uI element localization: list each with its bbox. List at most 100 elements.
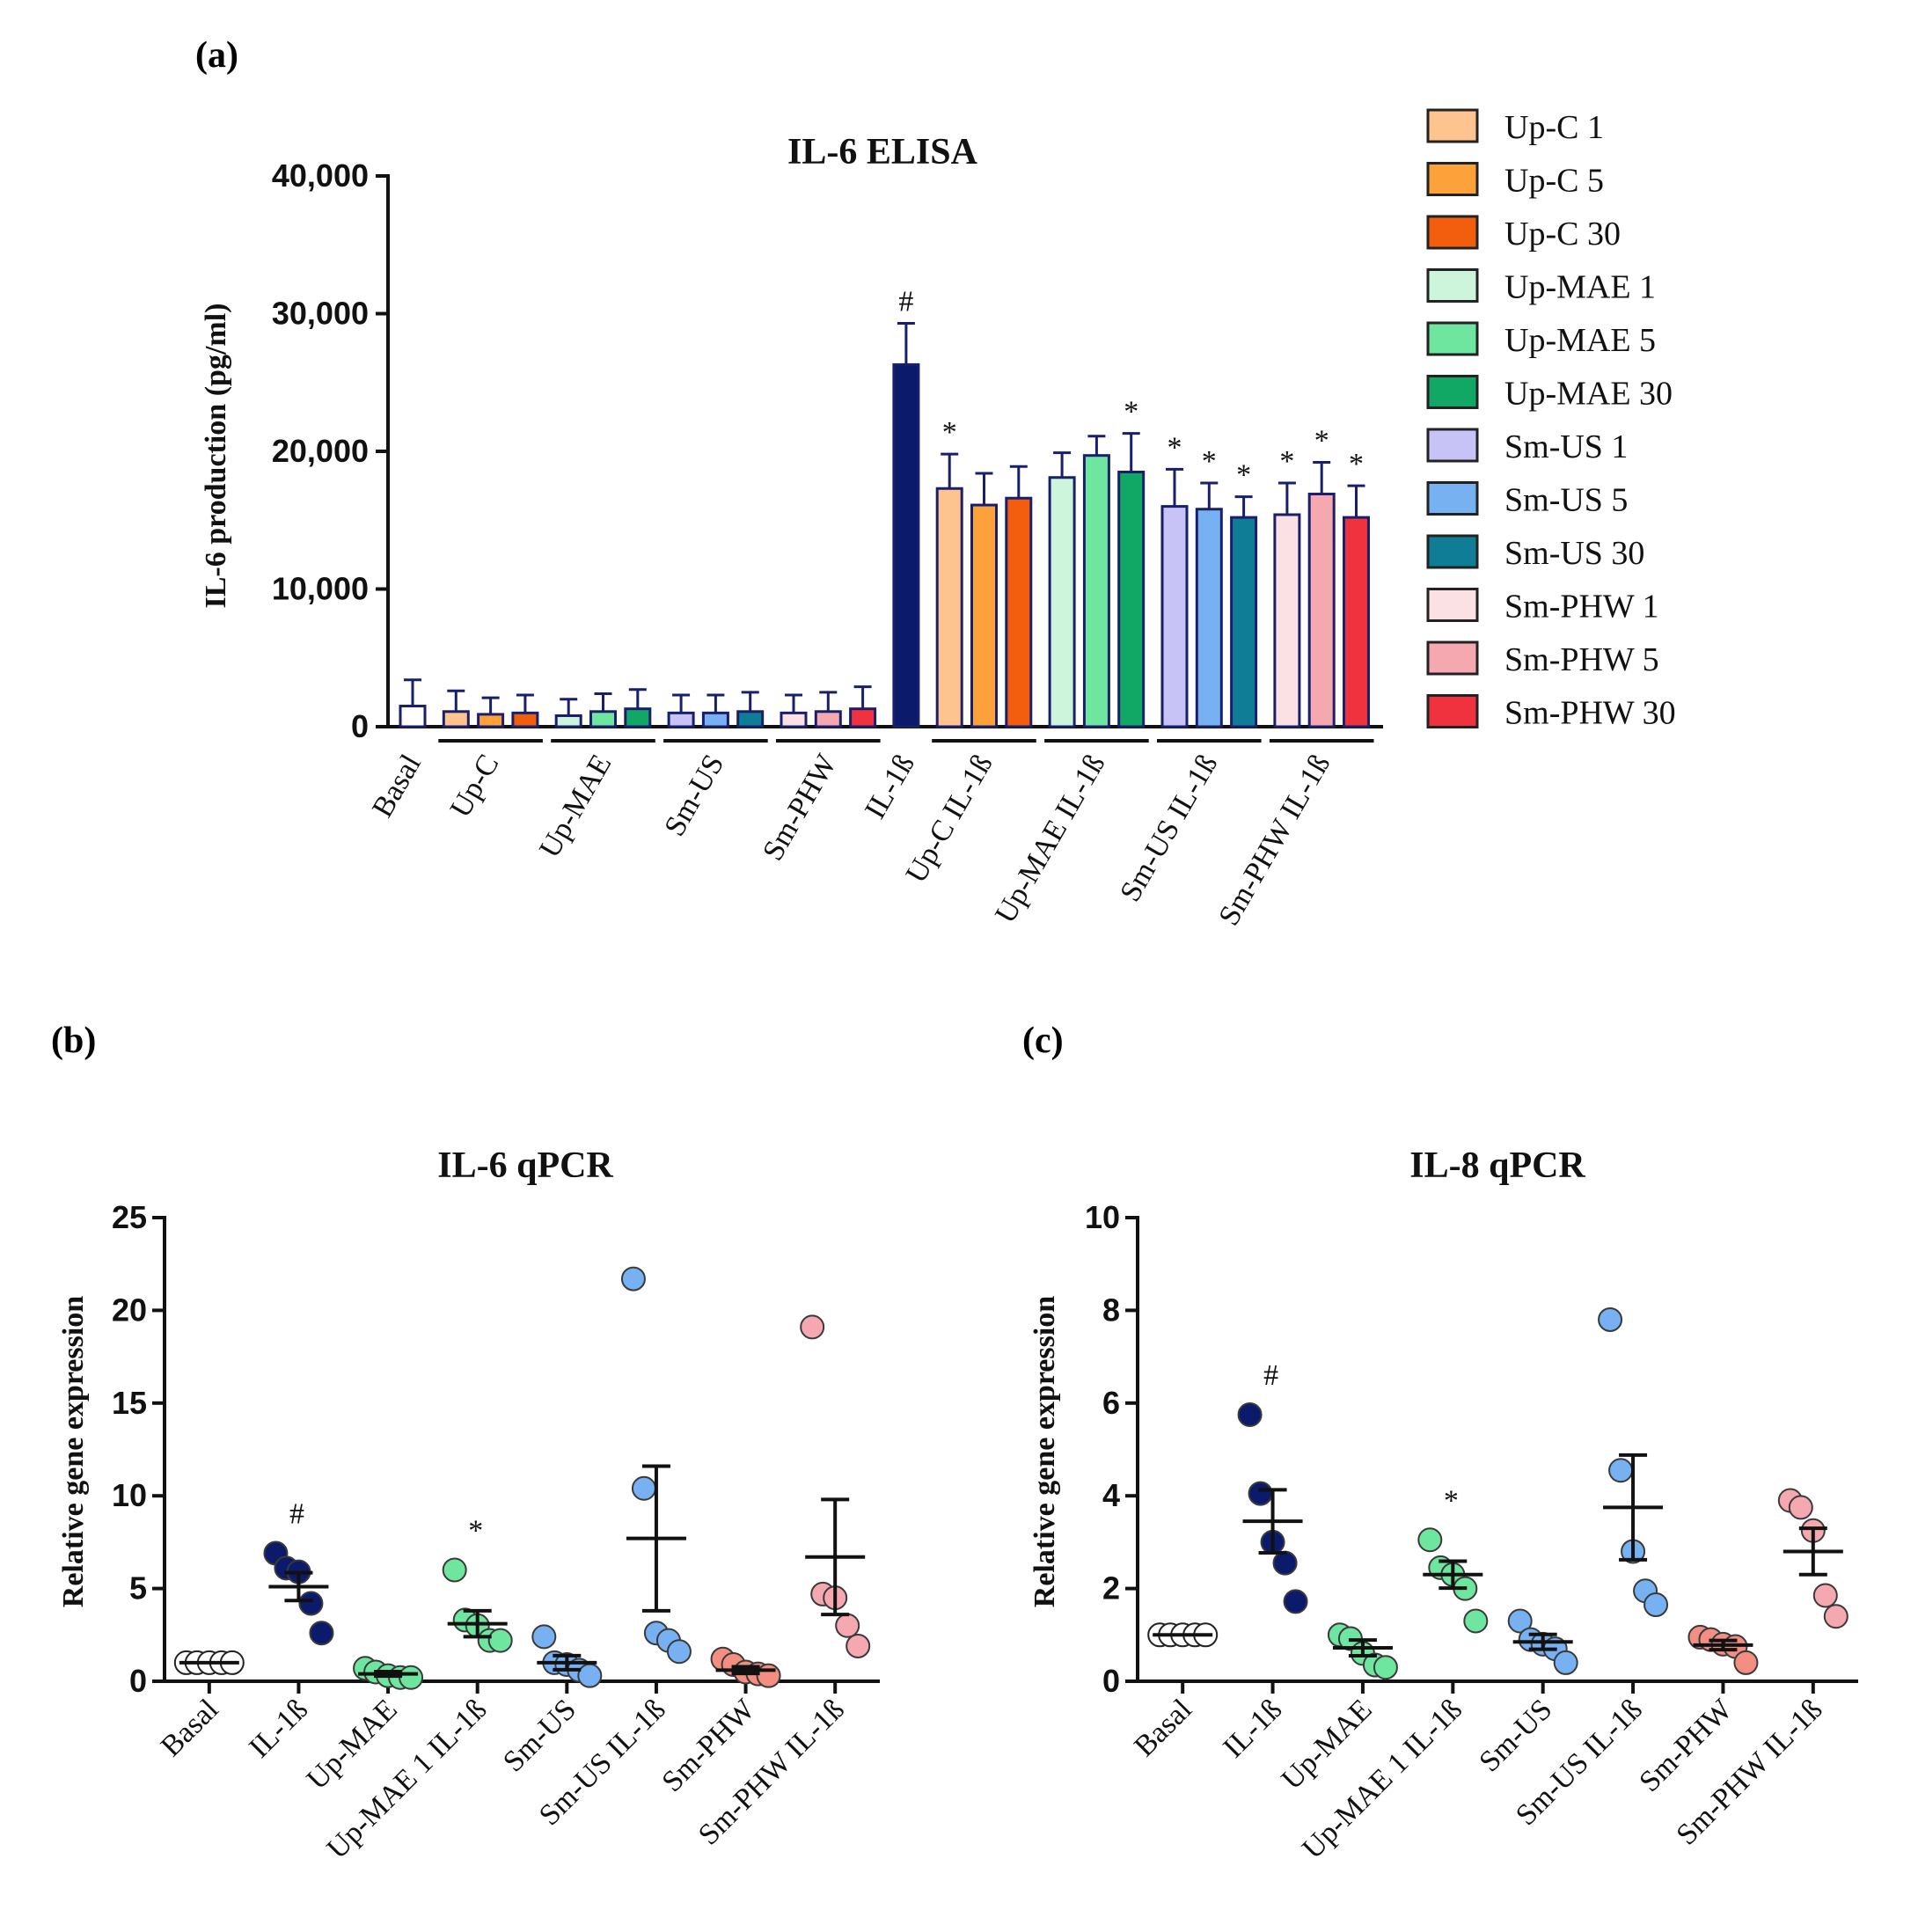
y-tick-label: 0 [351, 708, 369, 744]
significance-mark: * [1124, 396, 1138, 428]
legend-swatch [1426, 694, 1479, 728]
data-point [1237, 1401, 1263, 1427]
chart-a-ylabel: IL-6 production (pg/ml) [200, 304, 232, 609]
x-category-label: IL-1ß [1217, 1693, 1288, 1764]
bar [554, 714, 582, 728]
legend-swatch [1426, 215, 1479, 250]
x-category-label: Sm-US IL-1ß [1114, 750, 1224, 908]
y-tick-label: 10 [112, 1477, 147, 1513]
significance-mark: * [468, 1515, 483, 1548]
y-tick-label: 10,000 [272, 571, 369, 607]
y-tick-label: 20,000 [272, 433, 369, 469]
data-point [1283, 1589, 1308, 1614]
data-point [531, 1624, 557, 1650]
chart-a-title: IL-6 ELISA [787, 132, 978, 172]
significance-mark: * [1202, 445, 1217, 478]
bar [1343, 516, 1370, 728]
significance-mark: # [898, 285, 913, 318]
x-category-label: IL-1ß [243, 1693, 314, 1764]
significance-mark: * [1314, 425, 1329, 457]
x-category-label: Up-C [444, 750, 506, 823]
data-point [1608, 1458, 1634, 1483]
significance-mark: * [1444, 1484, 1459, 1517]
legend-label: Up-C 30 [1504, 216, 1621, 252]
legend-swatch [1426, 321, 1479, 356]
x-category-label: Basal [366, 750, 428, 823]
significance-mark: * [942, 416, 957, 449]
data-point [298, 1591, 324, 1616]
legend-swatch [1426, 428, 1479, 463]
legend-label: Up-MAE 1 [1504, 269, 1656, 306]
data-point [666, 1639, 692, 1665]
legend-swatch [1426, 108, 1479, 143]
chart-b-title: IL-6 qPCR [437, 1145, 613, 1186]
data-point [846, 1633, 871, 1658]
x-category-label: IL-1ß [859, 750, 921, 825]
y-tick-label: 15 [112, 1385, 147, 1421]
legend-label: Up-C 5 [1504, 163, 1604, 200]
significance-mark: * [1349, 448, 1364, 480]
x-category-label: Up-MAE [533, 750, 618, 864]
y-tick-label: 20 [112, 1292, 147, 1328]
panel-label-b: (b) [51, 1021, 96, 1061]
chart-c-ylabel: Relative gene expression [1029, 1296, 1061, 1608]
bar [1230, 516, 1258, 728]
chart-c-title: IL-8 qPCR [1409, 1145, 1585, 1186]
bar [589, 710, 617, 728]
bar [970, 503, 998, 728]
bar [399, 705, 427, 728]
panel-label-c: (c) [1022, 1021, 1064, 1061]
chart-a-legend: Up-C 1 Up-C 5 Up-C 30 Up-MAE 1 Up-MAE 5 Up-MA… [1426, 108, 1676, 732]
legend-swatch [1426, 588, 1479, 622]
y-tick-label: 40,000 [272, 157, 369, 194]
legend-label: Up-MAE 5 [1504, 322, 1656, 359]
data-point [631, 1475, 656, 1501]
data-point [1553, 1650, 1578, 1675]
bar [780, 711, 808, 728]
data-point [1643, 1592, 1669, 1618]
data-point [1272, 1550, 1298, 1576]
bar [1160, 505, 1189, 728]
bar [442, 710, 470, 728]
bar [1307, 493, 1336, 728]
significance-mark: * [1279, 445, 1294, 478]
x-category-label: Up-MAE 1 IL-1ß [1296, 1693, 1468, 1865]
y-tick-label: 5 [129, 1570, 147, 1606]
legend-swatch [1426, 640, 1479, 676]
x-category-label: Up-MAE IL-1ß [989, 750, 1111, 929]
legend-swatch [1426, 375, 1479, 409]
bar [1273, 513, 1301, 728]
data-point [1823, 1604, 1848, 1629]
significance-mark: * [1168, 431, 1182, 464]
bar [849, 707, 877, 728]
data-point [1733, 1650, 1759, 1675]
data-point [835, 1613, 860, 1638]
legend-label: Sm-PHW 5 [1504, 641, 1659, 678]
y-tick-label: 25 [112, 1199, 147, 1235]
data-point [399, 1665, 424, 1690]
data-point [1812, 1583, 1838, 1608]
x-category-label: Sm-PHW [757, 749, 844, 867]
chart-b-ylabel: Relative gene expression [57, 1296, 90, 1608]
x-category-label: Sm-PHW IL-1ß [1212, 750, 1336, 932]
y-tick-label: 10 [1085, 1199, 1120, 1235]
bar [814, 710, 842, 728]
chart-a-il6-elisa: 0 10,000 20,000 30,000 40,000 # * * * * * * * * Basal U… [272, 157, 1383, 931]
data-point [1463, 1608, 1489, 1634]
data-point [577, 1663, 603, 1688]
x-category-label: Sm-US [1473, 1693, 1558, 1778]
legend-label: Sm-PHW 30 [1504, 695, 1676, 732]
bar [935, 487, 963, 728]
data-point [487, 1628, 513, 1653]
bar [1082, 454, 1110, 728]
y-tick-label: 2 [1102, 1570, 1120, 1606]
data-point [800, 1314, 825, 1340]
y-tick-label: 0 [1102, 1663, 1120, 1699]
data-point [756, 1663, 781, 1688]
legend-swatch [1426, 481, 1479, 516]
bar [1048, 476, 1076, 728]
legend-label: Up-C 1 [1504, 109, 1604, 146]
panel-label-a: (a) [195, 35, 238, 76]
